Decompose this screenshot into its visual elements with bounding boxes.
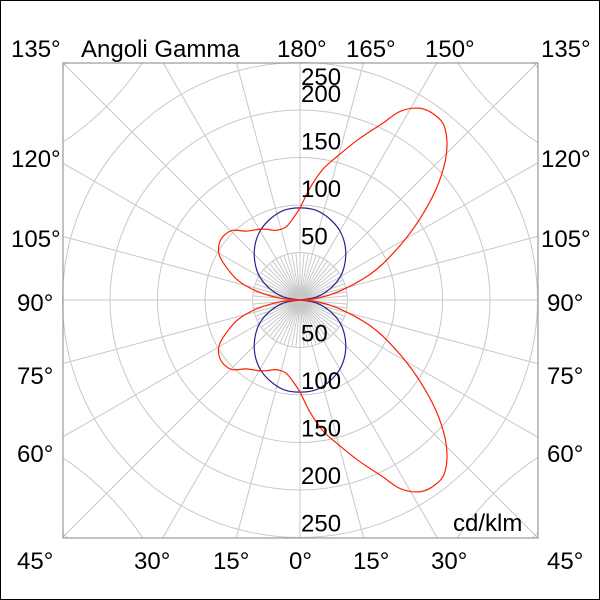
chart-title: Angoli Gamma bbox=[81, 36, 240, 63]
grid-spoke bbox=[299, 62, 538, 301]
grid-spoke bbox=[299, 62, 365, 301]
grid-spoke bbox=[299, 235, 538, 301]
radial-tick-label: 250 bbox=[301, 64, 341, 91]
angle-label: 60° bbox=[17, 441, 53, 468]
red-intensity-curve-upper bbox=[217, 107, 448, 301]
grid-spoke bbox=[283, 255, 301, 301]
grid-spoke bbox=[269, 263, 301, 301]
grid-spoke bbox=[235, 62, 301, 301]
grid-spoke bbox=[299, 299, 337, 331]
grid-spoke bbox=[263, 299, 301, 331]
angle-label: 105° bbox=[541, 226, 591, 253]
radial-tick-label: 100 bbox=[301, 368, 341, 395]
angle-label: 165° bbox=[346, 36, 396, 63]
grid-spoke bbox=[299, 299, 328, 340]
angle-label: 90° bbox=[547, 290, 583, 317]
angle-label: 30° bbox=[134, 548, 170, 575]
grid-spoke bbox=[260, 272, 301, 301]
grid-spoke bbox=[299, 299, 305, 348]
grid-spoke bbox=[299, 252, 305, 301]
grid-spoke bbox=[299, 253, 309, 301]
angle-label: 0° bbox=[289, 548, 312, 575]
grid-spoke bbox=[295, 252, 301, 301]
radial-tick-label: 100 bbox=[301, 176, 341, 203]
angle-label: 15° bbox=[353, 548, 389, 575]
grid-spoke bbox=[260, 299, 301, 328]
angle-label: 45° bbox=[17, 548, 53, 575]
radial-tick-label: 50 bbox=[301, 224, 328, 251]
grid-spoke bbox=[291, 299, 301, 347]
grid-spoke bbox=[299, 299, 340, 328]
grid-spoke bbox=[255, 299, 301, 317]
grid-spoke bbox=[299, 62, 438, 301]
grid-spoke bbox=[299, 299, 438, 538]
curves bbox=[217, 107, 448, 493]
grid-spoke bbox=[283, 299, 301, 345]
grid-spoke bbox=[62, 162, 301, 301]
angle-label: 135° bbox=[541, 36, 591, 63]
angle-label: 150° bbox=[425, 36, 475, 63]
angle-label: 45° bbox=[547, 548, 583, 575]
grid-spoke bbox=[299, 255, 317, 301]
grid-spoke bbox=[62, 299, 301, 365]
radial-tick-label: 150 bbox=[301, 129, 341, 156]
grid-spoke bbox=[299, 299, 317, 345]
grid-spoke bbox=[269, 299, 301, 337]
grid-spoke bbox=[255, 283, 301, 301]
grid-spoke bbox=[272, 260, 301, 301]
grid-spoke bbox=[295, 299, 301, 348]
radial-tick-label: 250 bbox=[301, 511, 341, 538]
radial-tick-label: 150 bbox=[301, 416, 341, 443]
angle-label: 75° bbox=[17, 363, 53, 390]
angle-label: 60° bbox=[547, 441, 583, 468]
grid-spoke bbox=[299, 299, 331, 337]
plot-border bbox=[62, 62, 539, 539]
grid-spoke bbox=[299, 299, 365, 538]
grid-spoke bbox=[299, 299, 538, 365]
angle-label: 180° bbox=[277, 36, 327, 63]
angle-label: 15° bbox=[213, 548, 249, 575]
radial-tick-label: 50 bbox=[301, 321, 328, 348]
angle-label: 120° bbox=[541, 146, 591, 173]
angle-label: 120° bbox=[11, 146, 61, 173]
grid-spoke bbox=[62, 299, 301, 438]
grid-spoke bbox=[299, 299, 538, 538]
radial-tick-label: 200 bbox=[301, 463, 341, 490]
grid-spoke bbox=[279, 299, 301, 344]
grid-spoke bbox=[299, 299, 309, 347]
grid-spoke bbox=[62, 299, 301, 538]
grid-spoke bbox=[299, 283, 345, 301]
grid-spoke bbox=[62, 62, 301, 301]
unit-label: cd/klm bbox=[453, 510, 522, 537]
grid-spoke bbox=[299, 272, 340, 301]
grid-spoke bbox=[291, 253, 301, 301]
angle-label: 105° bbox=[11, 226, 61, 253]
angle-label: 75° bbox=[547, 363, 583, 390]
grid-spoke bbox=[279, 256, 301, 301]
grid-spoke bbox=[299, 263, 331, 301]
angle-label: 135° bbox=[11, 36, 61, 63]
grid-spoke bbox=[272, 299, 301, 340]
grid-spoke bbox=[299, 269, 337, 301]
grid-spoke bbox=[299, 260, 328, 301]
grid-spoke bbox=[299, 299, 321, 344]
radial-tick-label: 200 bbox=[301, 81, 341, 108]
grid-spoke bbox=[263, 269, 301, 301]
grid-spoke bbox=[162, 62, 301, 301]
grid-spoke bbox=[162, 299, 301, 538]
grid-spoke bbox=[299, 256, 321, 301]
grid-spoke bbox=[235, 299, 301, 538]
angle-label: 30° bbox=[431, 548, 467, 575]
grid-spoke bbox=[299, 299, 345, 317]
angle-label: 90° bbox=[17, 290, 53, 317]
red-intensity-curve-lower bbox=[217, 299, 448, 493]
grid-spoke bbox=[62, 235, 301, 301]
